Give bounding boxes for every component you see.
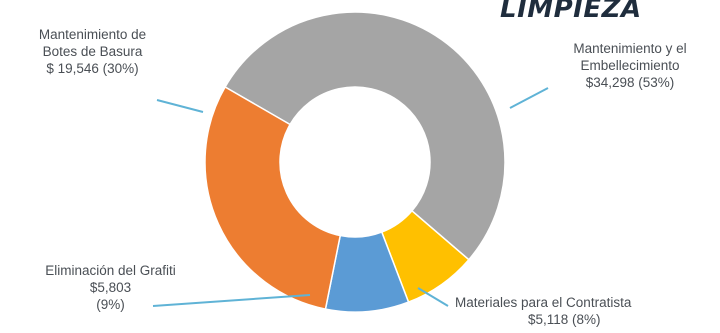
slice-value-label: $5,803 (89, 280, 132, 295)
slice-label-materiales-contratista: Materiales para el Contratista $5,118 (8… (455, 294, 720, 328)
leader-line-eliminacion-grafiti (152, 294, 311, 307)
leader-line-materiales-contratista (417, 287, 449, 307)
slice-percent-label: (9%) (96, 297, 125, 312)
chart-title: LIMPIEZA (500, 0, 642, 24)
slice-label-line: Embellecimiento (580, 58, 680, 73)
slice-label-line: Mantenimiento y el (573, 41, 687, 56)
slice-label-line: Mantenimiento de (38, 27, 147, 42)
slice-label-mantenimiento-embellecimiento: Mantenimiento y el Embellecimiento $34,2… (540, 40, 720, 91)
slice-label-line: Botes de Basura (42, 44, 143, 59)
slice-value-label: $ 19,546 (30%) (46, 61, 139, 76)
slice-label-botes-basura: Mantenimiento de Botes de Basura $ 19,54… (10, 26, 175, 77)
slice-label-eliminacion-grafiti: Eliminación del Grafiti $5,803 (9%) (8, 262, 213, 313)
slice-value-label: $5,118 (8%) (528, 312, 601, 327)
slice-value-label: $34,298 (53%) (585, 75, 675, 90)
slice-label-line: Eliminación del Grafiti (45, 263, 176, 278)
slice-mantenimiento-embellecimiento (224, 11, 506, 261)
slice-label-line: Materiales para el Contratista (455, 295, 632, 310)
slice-botes-basura (204, 85, 342, 310)
leader-line-mantenimiento-embellecimiento (509, 87, 549, 109)
leader-line-botes-basura (156, 99, 204, 113)
